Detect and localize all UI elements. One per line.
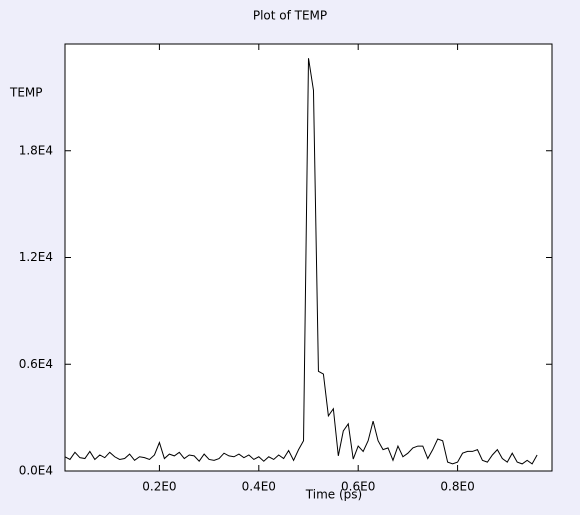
x-tick-label: 0.6E0 [341,480,375,494]
x-axis-label: Time (ps) [305,488,362,502]
y-tick-label: 0.0E4 [19,464,53,478]
x-tick-label: 0.2E0 [142,480,176,494]
data-line [64,58,538,465]
y-tick-label: 0.6E4 [19,357,53,371]
y-axis-label: TEMP [9,86,43,100]
plot-area [64,43,553,472]
chart-title: Plot of TEMP [253,9,327,23]
y-tick-label: 1.2E4 [19,250,53,264]
x-tick-label: 0.4E0 [242,480,276,494]
x-tick-label: 0.8E0 [440,480,474,494]
y-tick-label: 1.8E4 [19,143,53,157]
